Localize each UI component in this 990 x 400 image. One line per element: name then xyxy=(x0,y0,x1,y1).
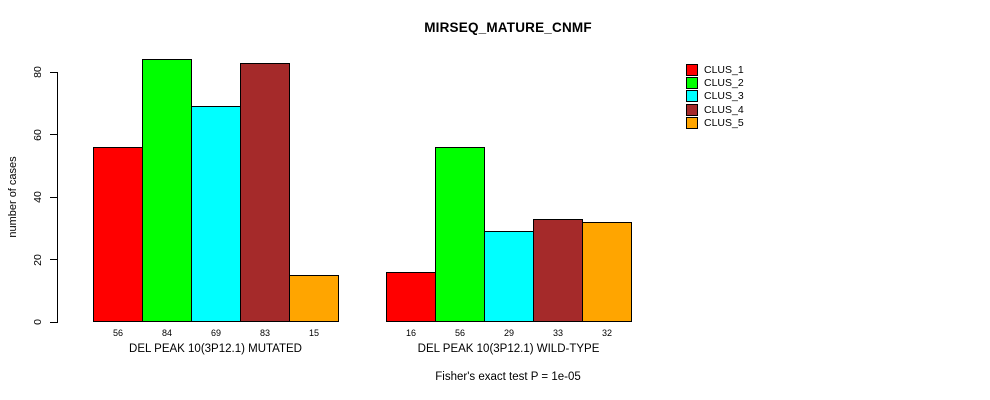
y-axis-tick-mark xyxy=(50,259,57,260)
y-axis-line xyxy=(57,72,58,323)
legend-swatch xyxy=(686,63,698,76)
bar-value-label: 16 xyxy=(405,328,417,338)
bar-clus_3-group2 xyxy=(484,231,534,322)
y-axis-tick-label: 0 xyxy=(32,319,44,325)
y-axis-tick-label: 60 xyxy=(32,128,44,141)
y-axis-tick-mark xyxy=(50,196,57,198)
legend-label: CLUS_2 xyxy=(704,77,744,90)
group-label: DEL PEAK 10(3P12.1) MUTATED xyxy=(129,343,302,355)
legend-swatch xyxy=(686,90,698,103)
legend-label: CLUS_1 xyxy=(704,63,744,76)
bar-clus_5-group2 xyxy=(582,222,632,322)
bar-clus_1-group1 xyxy=(93,147,143,322)
y-axis-title: number of cases xyxy=(7,156,19,238)
legend-item: CLUS_5 xyxy=(686,117,744,130)
bar-clus_4-group2 xyxy=(533,219,583,322)
bar-value-label: 56 xyxy=(454,328,466,338)
bar-value-label: 69 xyxy=(210,328,222,338)
legend-label: CLUS_4 xyxy=(704,103,744,116)
y-axis-tick-label: 80 xyxy=(32,66,44,78)
bar-clus_3-group1 xyxy=(191,106,241,322)
chart-title: MIRSEQ_MATURE_CNMF xyxy=(424,20,592,35)
legend-item: CLUS_1 xyxy=(686,63,744,76)
legend-label: CLUS_5 xyxy=(704,117,744,130)
legend-swatch xyxy=(686,117,698,130)
legend-item: CLUS_4 xyxy=(686,103,744,116)
bar-value-label: 29 xyxy=(503,328,515,338)
legend: CLUS_1 CLUS_2 CLUS_3 CLUS_4 CLUS_5 xyxy=(686,63,744,130)
legend-item: CLUS_2 xyxy=(686,76,744,90)
bar-clus_4-group1 xyxy=(240,63,290,322)
legend-item: CLUS_3 xyxy=(686,90,744,103)
bar-value-label: 83 xyxy=(259,328,271,338)
legend-swatch xyxy=(686,77,698,90)
y-axis-tick-mark xyxy=(50,321,57,323)
bar-value-label: 32 xyxy=(601,328,613,338)
bar-value-label: 33 xyxy=(552,328,564,338)
bar-value-label: 15 xyxy=(308,328,320,338)
bar-value-label: 84 xyxy=(161,328,173,338)
bar-clus_5-group1 xyxy=(289,275,339,322)
legend-swatch xyxy=(686,103,698,116)
y-axis-tick-label: 40 xyxy=(32,191,44,203)
annotation-text: Fisher's exact test P = 1e-05 xyxy=(435,371,581,383)
bar-clus_1-group2 xyxy=(386,272,436,322)
y-axis-tick-mark xyxy=(50,71,57,73)
y-axis-tick-mark xyxy=(50,134,57,135)
legend-label: CLUS_3 xyxy=(704,90,744,103)
y-axis-tick-label: 20 xyxy=(32,253,44,266)
bar-clus_2-group2 xyxy=(435,147,485,322)
group-label: DEL PEAK 10(3P12.1) WILD-TYPE xyxy=(417,343,600,355)
bar-clus_2-group1 xyxy=(142,59,192,322)
bar-value-label: 56 xyxy=(112,328,124,338)
